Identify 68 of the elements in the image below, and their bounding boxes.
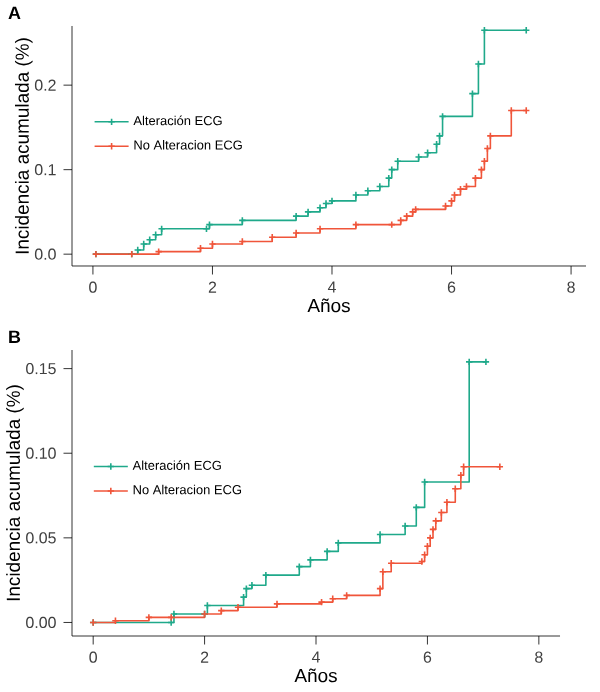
point <box>363 186 372 195</box>
point <box>401 522 410 530</box>
point <box>295 562 304 571</box>
point <box>133 245 142 254</box>
point <box>306 555 315 564</box>
chart-title: B <box>9 330 21 343</box>
point <box>402 212 411 221</box>
point <box>429 525 437 534</box>
point <box>441 202 450 210</box>
point <box>420 550 429 559</box>
x-axis-title: Años <box>294 668 337 683</box>
point <box>157 224 166 233</box>
point <box>234 603 242 612</box>
point <box>239 593 248 602</box>
point <box>351 191 360 199</box>
point <box>480 26 489 35</box>
point <box>507 106 516 115</box>
point <box>261 571 270 580</box>
point <box>431 516 440 525</box>
point <box>480 157 489 166</box>
point <box>292 212 301 221</box>
point <box>447 196 456 205</box>
point <box>376 530 385 539</box>
point <box>423 148 432 157</box>
point <box>111 616 120 625</box>
point <box>139 240 148 249</box>
point <box>435 131 444 140</box>
point <box>317 598 326 607</box>
point <box>486 131 495 140</box>
point <box>387 165 396 174</box>
point <box>456 185 465 194</box>
point <box>426 533 435 542</box>
point <box>456 471 465 480</box>
point <box>396 216 405 225</box>
point <box>208 240 217 249</box>
point <box>328 594 337 603</box>
x-axis-title: Años <box>307 298 350 313</box>
point <box>375 182 384 191</box>
point <box>322 199 330 208</box>
point <box>247 581 256 590</box>
y-axis-title: Incidencia acumulada (%) <box>6 385 24 601</box>
point <box>459 462 468 471</box>
point <box>465 357 474 366</box>
point <box>420 478 429 486</box>
point <box>412 503 421 512</box>
point <box>151 230 160 239</box>
point <box>334 538 343 547</box>
point <box>387 220 396 229</box>
point <box>273 599 281 608</box>
point <box>351 220 360 229</box>
point <box>316 224 325 233</box>
point <box>196 244 205 253</box>
point <box>393 157 402 166</box>
point <box>304 207 313 216</box>
point <box>217 606 226 615</box>
point <box>471 174 480 183</box>
point <box>417 557 426 566</box>
point <box>376 584 385 593</box>
point <box>328 196 336 205</box>
point <box>414 152 423 161</box>
point <box>474 60 483 69</box>
y-axis-title: Incidencia acumulada (%) <box>14 38 33 254</box>
point <box>450 191 459 199</box>
chart-title: A <box>8 6 21 19</box>
point <box>451 484 460 493</box>
point <box>292 229 301 238</box>
point <box>144 613 153 622</box>
point <box>323 547 332 556</box>
